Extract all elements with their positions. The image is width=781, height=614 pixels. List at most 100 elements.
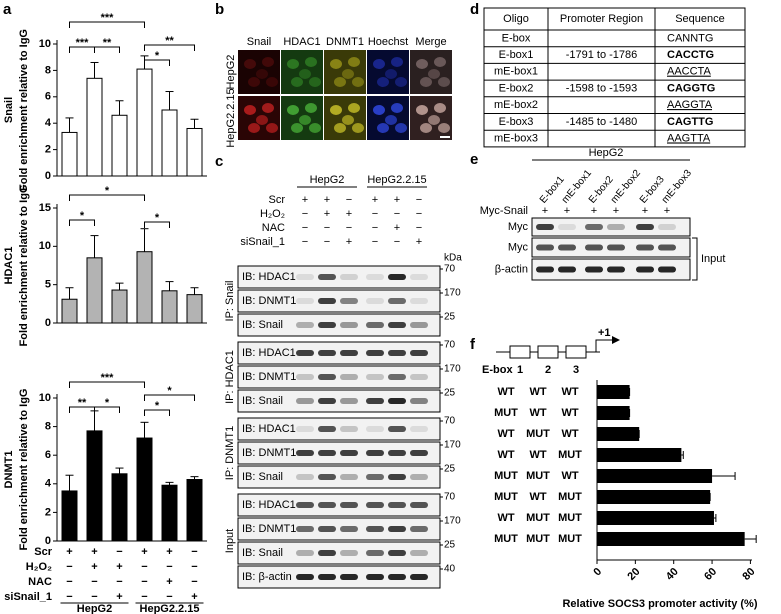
kda-label: 170 bbox=[444, 440, 461, 451]
row-label: WT bbox=[497, 428, 514, 440]
band bbox=[296, 450, 314, 456]
treatment-mark: + bbox=[542, 205, 548, 217]
band bbox=[658, 224, 676, 230]
cell bbox=[438, 77, 450, 87]
bar bbox=[111, 473, 128, 542]
bar bbox=[161, 109, 178, 177]
cell bbox=[291, 123, 303, 133]
treatment-mark: + bbox=[302, 194, 308, 206]
cell bbox=[334, 77, 346, 87]
band bbox=[585, 244, 603, 251]
cell bbox=[256, 115, 268, 125]
input-label: Input bbox=[701, 253, 725, 265]
image-tile bbox=[367, 50, 409, 94]
condition-mark: + bbox=[166, 576, 172, 588]
panel-label: c bbox=[215, 153, 223, 170]
y-tick-label: 15 bbox=[39, 202, 51, 214]
y-tick-label: 8 bbox=[45, 421, 51, 433]
condition-label: Scr bbox=[34, 546, 52, 558]
band bbox=[410, 474, 428, 480]
band bbox=[318, 474, 336, 480]
y-axis-label: Fold enrichment relative to IgG bbox=[18, 29, 30, 191]
significance-label: * bbox=[155, 212, 160, 224]
band bbox=[388, 398, 406, 404]
treatment-label: Scr bbox=[269, 194, 286, 206]
band bbox=[410, 450, 428, 456]
x-tick-label: 40 bbox=[664, 566, 681, 583]
blot-strip bbox=[237, 465, 441, 489]
band bbox=[296, 374, 314, 380]
band bbox=[340, 502, 358, 508]
condition-mark: + bbox=[141, 546, 147, 558]
band bbox=[388, 374, 406, 380]
band bbox=[296, 398, 314, 404]
condition-mark: + bbox=[116, 561, 122, 573]
cell bbox=[434, 57, 446, 67]
condition-mark: − bbox=[66, 591, 72, 603]
row-label: WT bbox=[497, 449, 514, 461]
ebox bbox=[565, 345, 587, 359]
panel-label: f bbox=[470, 336, 476, 353]
cell bbox=[377, 77, 389, 87]
blot-label: IB: Snail bbox=[242, 471, 283, 483]
band bbox=[366, 574, 384, 580]
band bbox=[558, 224, 576, 230]
row-label: MUT bbox=[494, 407, 518, 419]
table-cell: mE-box3 bbox=[494, 132, 538, 144]
cell bbox=[244, 59, 256, 69]
band bbox=[410, 298, 428, 304]
band bbox=[296, 350, 314, 356]
significance-bracket bbox=[69, 194, 145, 201]
treatment-mark: + bbox=[346, 236, 352, 248]
condition-mark: + bbox=[91, 546, 97, 558]
bar bbox=[186, 479, 203, 542]
cell bbox=[330, 59, 342, 69]
blot-strip bbox=[237, 565, 441, 589]
ebox-number: 3 bbox=[573, 364, 579, 376]
row-label: WT bbox=[529, 491, 546, 503]
band bbox=[340, 350, 358, 356]
cell bbox=[373, 59, 385, 69]
condition-mark: − bbox=[191, 546, 197, 558]
band bbox=[318, 322, 336, 328]
blot-label: IB: HDAC1 bbox=[242, 499, 296, 511]
band bbox=[366, 350, 384, 356]
table-header: Promoter Region bbox=[560, 13, 643, 25]
significance-label: *** bbox=[101, 372, 115, 384]
cell bbox=[348, 103, 360, 113]
table-cell: -1485 to -1480 bbox=[566, 116, 638, 128]
cell bbox=[420, 123, 432, 133]
cell bbox=[256, 69, 268, 79]
blot-label: IB: HDAC1 bbox=[242, 347, 296, 359]
column-header: DNMT1 bbox=[326, 36, 364, 48]
y-tick-label: 6 bbox=[45, 91, 51, 103]
blot-strip bbox=[237, 365, 441, 389]
band bbox=[296, 322, 314, 328]
band bbox=[607, 244, 625, 251]
bar bbox=[61, 298, 78, 324]
blot-label: β-actin bbox=[495, 263, 528, 275]
kda-label: 70 bbox=[444, 492, 456, 503]
row-label: MUT bbox=[526, 533, 550, 545]
blot-strip bbox=[531, 217, 691, 237]
table-cell: CACCTG bbox=[667, 49, 714, 61]
significance-bracket bbox=[94, 406, 120, 413]
significance-bracket bbox=[144, 59, 170, 66]
condition-mark: − bbox=[91, 591, 97, 603]
band bbox=[296, 526, 314, 532]
band bbox=[536, 266, 554, 273]
bar bbox=[597, 511, 714, 525]
condition-label: H₂O₂ bbox=[26, 561, 52, 573]
treatment-mark: − bbox=[372, 208, 378, 220]
band bbox=[318, 374, 336, 380]
treatment-label: NAC bbox=[262, 222, 285, 234]
cell bbox=[391, 103, 403, 113]
band bbox=[410, 398, 428, 404]
bar bbox=[597, 532, 745, 546]
row-label: WT bbox=[497, 512, 514, 524]
treatment-mark: + bbox=[416, 236, 422, 248]
condition-mark: − bbox=[91, 576, 97, 588]
cell bbox=[391, 57, 403, 67]
cell bbox=[291, 77, 303, 87]
cell bbox=[352, 77, 364, 87]
